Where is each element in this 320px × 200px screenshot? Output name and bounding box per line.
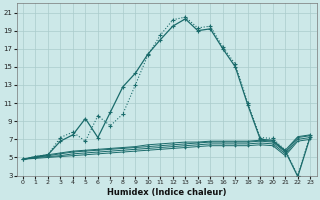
X-axis label: Humidex (Indice chaleur): Humidex (Indice chaleur) bbox=[107, 188, 226, 197]
